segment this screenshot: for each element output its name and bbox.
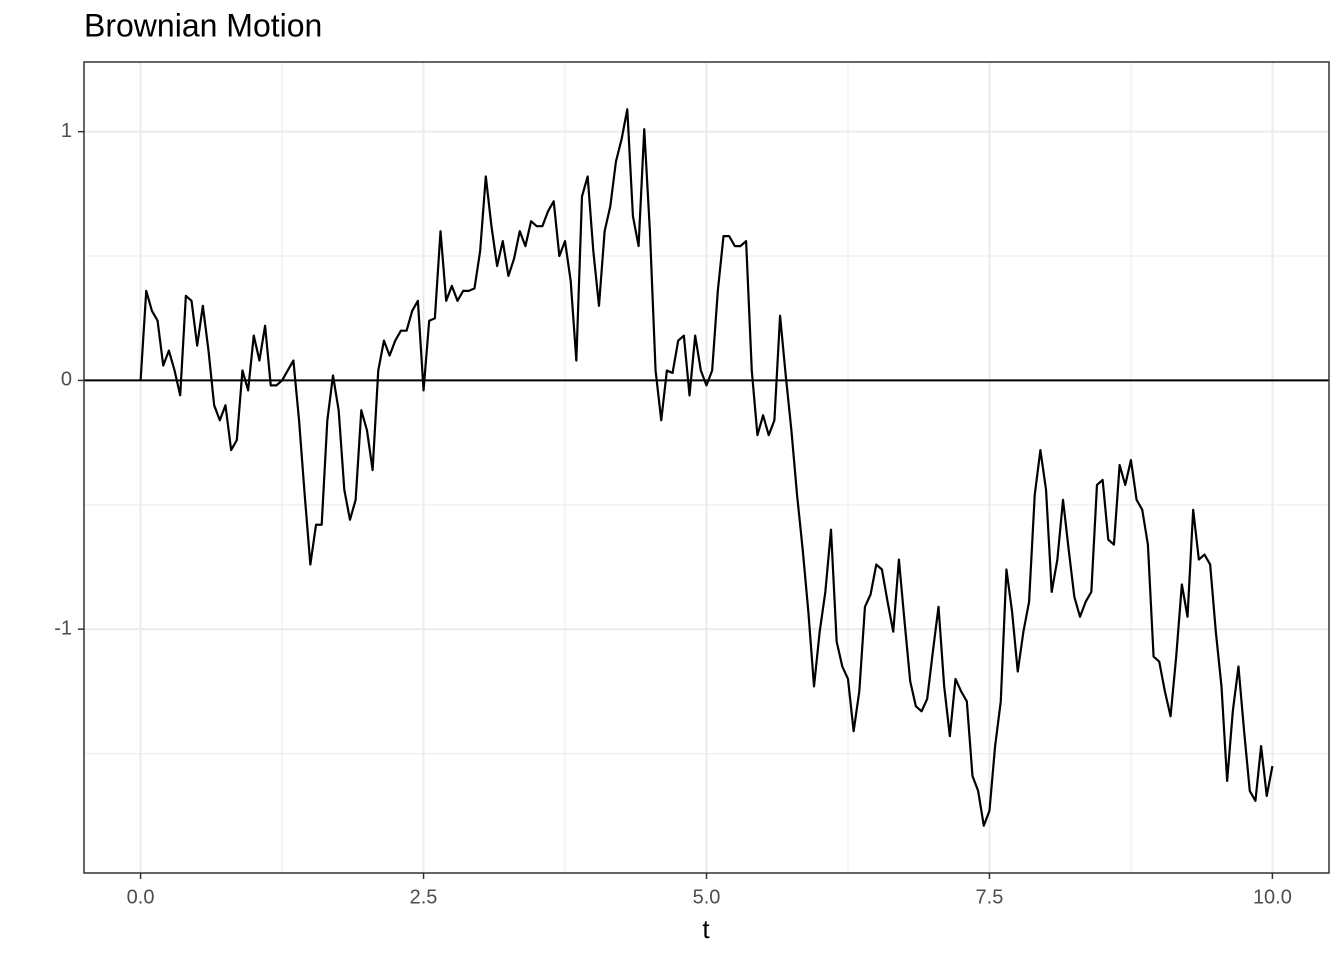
x-tick-label: 10.0 — [1253, 886, 1292, 908]
y-tick-label: -1 — [54, 617, 72, 639]
x-tick-label: 0.0 — [127, 886, 155, 908]
y-tick-label: 0 — [61, 369, 72, 391]
x-tick-label: 7.5 — [976, 886, 1004, 908]
x-tick-label: 5.0 — [693, 886, 721, 908]
line-series — [139, 108, 1274, 827]
x-tick-label: 2.5 — [410, 886, 438, 908]
chart-title: Brownian Motion — [84, 7, 322, 43]
y-tick-label: 1 — [61, 120, 72, 142]
x-axis-label: t — [702, 914, 710, 944]
panel-border — [83, 61, 1330, 874]
